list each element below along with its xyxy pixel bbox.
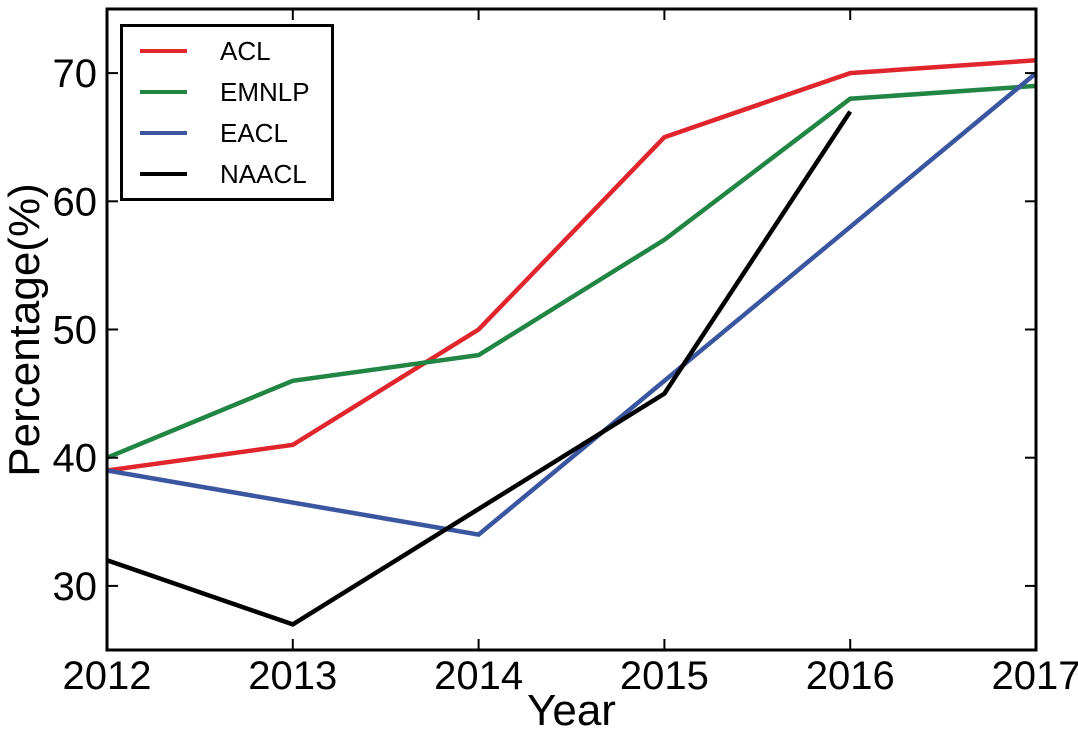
- x-tick-label: 2014: [434, 654, 523, 698]
- x-tick-label: 2017: [992, 654, 1078, 698]
- legend-label-eacl: EACL: [220, 117, 288, 148]
- series-line-eacl: [106, 71, 1038, 538]
- legend-label-acl: ACL: [220, 36, 271, 67]
- y-tick-label: 30: [53, 565, 98, 609]
- x-tick-label: 2012: [63, 654, 152, 698]
- legend-line-swatch-eacl: [140, 130, 187, 135]
- legend-item-naacl: NAACL: [123, 161, 331, 187]
- legend-line-swatch-naacl: [140, 171, 187, 176]
- legend-label-emnlp: EMNLP: [220, 77, 310, 108]
- x-axis-title: Year: [527, 686, 616, 734]
- legend-line-swatch-emnlp: [140, 90, 187, 95]
- series-line-naacl: [106, 110, 853, 627]
- legend-label-naacl: NAACL: [220, 158, 307, 189]
- series-line-emnlp: [106, 83, 1037, 460]
- series-line-acl: [106, 58, 1037, 473]
- legend-item-acl: ACL: [123, 38, 331, 64]
- y-tick-label: 60: [53, 180, 98, 224]
- y-axis-title: Percentage(%): [0, 183, 49, 477]
- x-tick-label: 2013: [248, 654, 337, 698]
- x-tick-label: 2015: [620, 654, 709, 698]
- legend: ACL EMNLP EACL NAACL: [120, 24, 334, 201]
- legend-item-emnlp: EMNLP: [123, 79, 331, 105]
- y-tick-label: 50: [53, 309, 98, 353]
- legend-line-swatch-acl: [140, 49, 187, 54]
- legend-item-eacl: EACL: [123, 120, 331, 146]
- y-tick-label: 70: [53, 52, 98, 96]
- y-tick-label: 40: [53, 437, 98, 481]
- x-tick-label: 2016: [806, 654, 895, 698]
